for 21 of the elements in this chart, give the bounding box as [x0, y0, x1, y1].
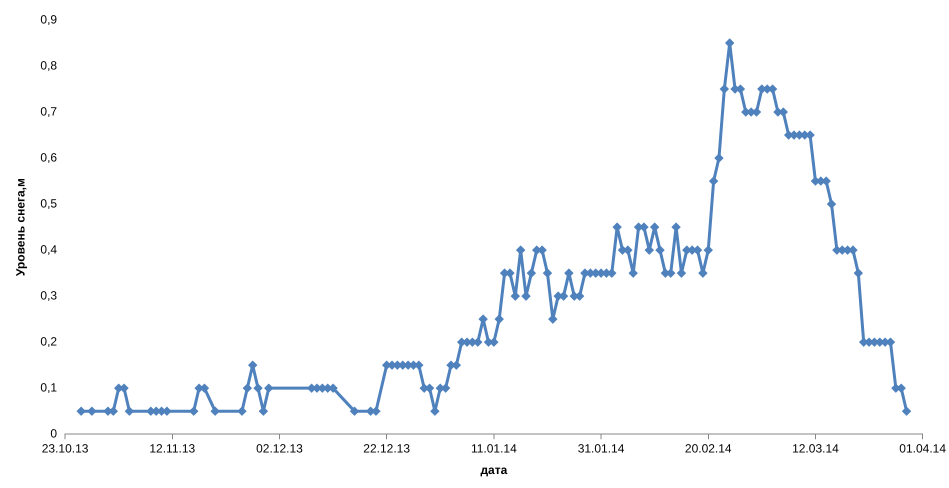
y-tick-label: 0,1 — [40, 380, 58, 394]
y-axis-title: Уровень снега,м — [14, 178, 28, 276]
x-tick-label: 31.01.14 — [578, 442, 625, 456]
x-tick-label: 23.10.13 — [42, 442, 89, 456]
x-tick-label: 02.12.13 — [256, 442, 304, 456]
x-tick-label: 01.04.14 — [899, 442, 946, 456]
y-tick-label: 0,3 — [40, 288, 58, 302]
x-tick-label: 12.03.14 — [792, 442, 840, 456]
x-tick-label: 20.02.14 — [684, 442, 732, 456]
y-tick-label: 0,6 — [40, 150, 58, 164]
y-tick-label: 0,9 — [40, 12, 58, 26]
y-tick-label: 0,4 — [40, 242, 58, 256]
x-tick-label: 22.12.13 — [363, 442, 410, 456]
y-tick-label: 0,2 — [40, 334, 58, 348]
y-tick-label: 0,7 — [40, 104, 58, 118]
y-tick-label: 0 — [50, 426, 58, 441]
x-tick-label: 12.11.13 — [149, 442, 196, 456]
x-axis-title: дата — [480, 463, 508, 478]
x-tick-label: 11.01.14 — [470, 442, 518, 456]
y-tick-label: 0,5 — [40, 196, 58, 210]
y-tick-label: 0,8 — [40, 58, 58, 72]
